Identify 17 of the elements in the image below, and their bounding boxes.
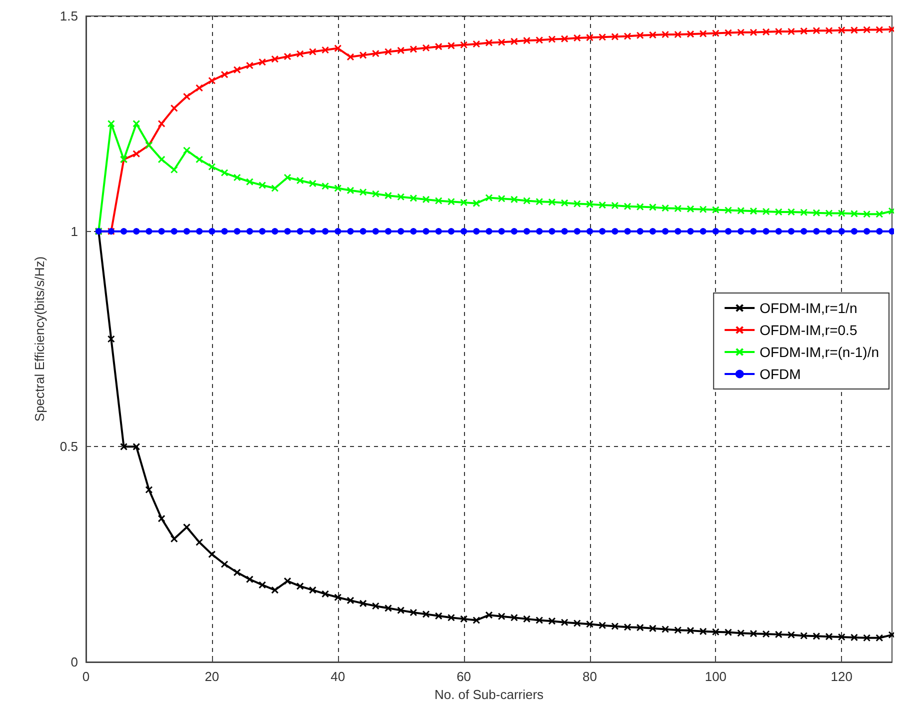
x-tick-label: 0 bbox=[82, 669, 90, 684]
y-tick-label: 0 bbox=[70, 654, 78, 670]
legend-label: OFDM-IM,r=(n-1)/n bbox=[760, 344, 879, 360]
x-tick-label: 80 bbox=[582, 669, 597, 684]
legend-label: OFDM-IM,r=1/n bbox=[760, 300, 858, 316]
y-tick-label: 1 bbox=[70, 224, 78, 239]
y-axis-title: Spectral Efficiency(bits/s/Hz) bbox=[32, 256, 47, 422]
x-tick-label: 40 bbox=[330, 669, 346, 684]
x-tick-label: 60 bbox=[456, 669, 472, 684]
y-tick-label: 1.5 bbox=[60, 8, 78, 24]
legend-label: OFDM bbox=[760, 366, 801, 382]
x-tick-label: 120 bbox=[830, 669, 852, 684]
x-axis-title: No. of Sub-carriers bbox=[434, 686, 544, 702]
x-tick-label: 100 bbox=[704, 669, 727, 684]
x-tick-label: 20 bbox=[204, 669, 220, 684]
legend-label: OFDM-IM,r=0.5 bbox=[760, 322, 858, 338]
y-tick-label: 0.5 bbox=[60, 439, 78, 454]
